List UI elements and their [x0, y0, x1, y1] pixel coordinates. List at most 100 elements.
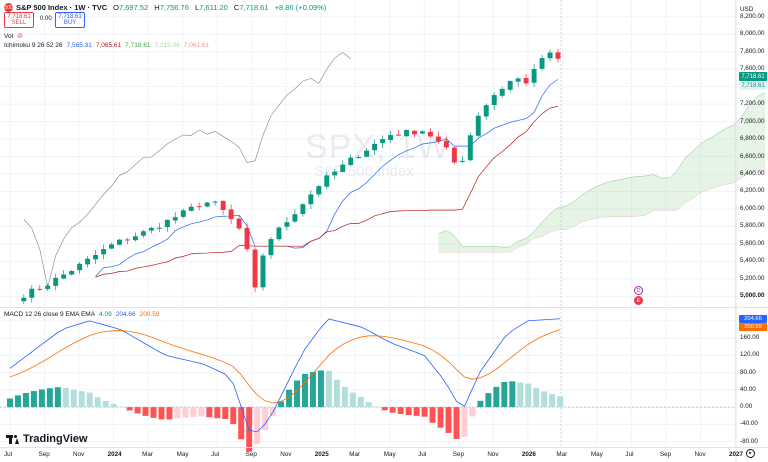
- price-tick-label: 6,600.00: [740, 152, 765, 160]
- candle-body: [292, 214, 298, 222]
- name-watermark: S&P 500 Index: [314, 163, 414, 180]
- candle-body: [196, 206, 202, 208]
- macd-histogram-bar: [549, 394, 556, 408]
- macd-histogram-bar: [262, 407, 269, 431]
- time-tick-label: Nov: [487, 451, 499, 458]
- sell-label: SELL: [11, 20, 27, 26]
- volume-legend[interactable]: Vol ⊘: [4, 32, 23, 41]
- macd-histogram-bar: [182, 407, 189, 418]
- buy-label: BUY: [63, 20, 77, 26]
- candle-body: [212, 201, 218, 203]
- price-tick-label: 6,200.00: [740, 187, 765, 195]
- candle-body: [220, 200, 226, 211]
- candle-body: [483, 105, 489, 117]
- candle-body: [308, 194, 314, 205]
- macd-histogram-bar: [166, 407, 173, 420]
- tradingview-logo[interactable]: TradingView: [6, 433, 88, 445]
- candle-body: [372, 143, 378, 151]
- price-tick-label: 5,800.00: [740, 222, 765, 230]
- macd-histogram-bar: [429, 407, 436, 423]
- macd-histogram-bar: [174, 407, 181, 419]
- macd-histogram-bar: [397, 407, 404, 415]
- symbol-watermark: SPX, 1W: [305, 128, 450, 166]
- macd-histogram-bar: [349, 392, 356, 408]
- candle-body: [37, 288, 43, 290]
- macd-histogram-bar: [62, 387, 69, 408]
- dividend-marker-icon[interactable]: D: [634, 286, 643, 295]
- buy-button[interactable]: 7,718.61 BUY: [55, 12, 85, 28]
- macd-signal-value: 200.59: [139, 311, 160, 318]
- grid-lines: [0, 0, 736, 446]
- macd-histogram-bar: [238, 407, 245, 440]
- time-tick-label: 2025: [314, 451, 329, 458]
- symbol-legend[interactable]: 500 S&P 500 Index · 1W · TVC O7,697.52 H…: [4, 3, 330, 12]
- price-tick-label: 8,200.00: [740, 12, 765, 20]
- macd-tick-label: -40.00: [740, 420, 758, 428]
- time-tick-label: Jul: [4, 451, 13, 458]
- candle-body: [188, 206, 194, 211]
- macd-tick-label: 160.00: [740, 334, 760, 342]
- time-tick-label: 2027: [729, 451, 744, 458]
- macd-histogram-bar: [86, 392, 93, 408]
- macd-histogram-bar: [365, 402, 372, 408]
- candle-body: [419, 131, 425, 134]
- high-value: 7,756.76: [159, 3, 189, 12]
- macd-histogram-bar: [317, 370, 324, 408]
- macd-histogram-bar: [38, 389, 45, 408]
- macd-histogram-bar: [469, 407, 476, 417]
- candle-body: [93, 254, 99, 260]
- candle-body: [77, 263, 83, 271]
- macd-legend[interactable]: MACD 12 26 close 9 EMA EMA 4.09 204.66 2…: [4, 311, 159, 318]
- sell-button[interactable]: 7,718.61 SELL: [4, 12, 34, 28]
- macd-histogram-bar: [286, 389, 293, 408]
- price-tick-label: 5,200.00: [740, 274, 765, 282]
- macd-histogram-value: 4.09: [99, 311, 112, 318]
- macd-pane: [7, 318, 564, 452]
- candle-body: [467, 135, 473, 161]
- candle-body: [124, 239, 130, 241]
- lagging-span-line: [23, 52, 351, 288]
- price-tick-label: 5,000.00: [740, 292, 765, 300]
- symbol-title[interactable]: S&P 500 Index · 1W · TVC: [16, 3, 108, 12]
- tradingview-logo-icon: [6, 434, 20, 444]
- price-tick-label: 7,600.00: [740, 65, 765, 73]
- macd-histogram-bar: [437, 407, 444, 428]
- candle-body: [531, 69, 537, 83]
- candle-body: [117, 239, 122, 245]
- ichimoku-legend[interactable]: Ichimoku 9 26 52 26 7,565.31 7,065.61 7,…: [4, 42, 209, 49]
- lead-span-b: [438, 170, 766, 253]
- time-tick-label: Jul: [418, 451, 427, 458]
- time-tick-label: Nov: [73, 451, 85, 458]
- macd-last-tag: 204.66: [739, 315, 767, 323]
- candle-body: [388, 135, 394, 140]
- macd-histogram-bar: [214, 407, 221, 419]
- macd-tick-label: -80.00: [740, 437, 758, 445]
- price-tick-label: 6,400.00: [740, 169, 765, 177]
- candle-body: [29, 288, 35, 298]
- macd-histogram-bar: [421, 407, 428, 417]
- macd-histogram-bar: [485, 393, 492, 408]
- candle-body: [547, 52, 553, 59]
- price-tick-label: 5,600.00: [740, 239, 765, 247]
- ichimoku-lead-b-value: 7,061.61: [183, 42, 210, 49]
- high-label: H: [154, 3, 160, 12]
- macd-histogram-bar: [150, 407, 157, 418]
- macd-histogram-bar: [198, 407, 205, 417]
- ichimoku-cloud: [438, 92, 766, 253]
- signal-last-tag: 200.59: [739, 323, 767, 331]
- open-label: O: [113, 3, 119, 12]
- candle-body: [45, 285, 51, 289]
- macd-histogram-bar: [30, 391, 37, 408]
- time-tick-label: Sep: [245, 451, 257, 458]
- candle-body: [515, 78, 521, 82]
- ichimoku-lagging-value: 7,718.61: [125, 42, 151, 49]
- earnings-marker-icon[interactable]: E: [634, 296, 643, 305]
- hidden-eye-icon[interactable]: ⊘: [17, 33, 23, 40]
- macd-histogram-bar: [278, 401, 285, 408]
- logo-text: TradingView: [23, 433, 88, 445]
- currency-label: USD: [740, 6, 754, 13]
- gear-icon[interactable]: [746, 449, 755, 458]
- buy-price: 7,718.61: [58, 13, 82, 20]
- macd-histogram-bar: [389, 407, 396, 413]
